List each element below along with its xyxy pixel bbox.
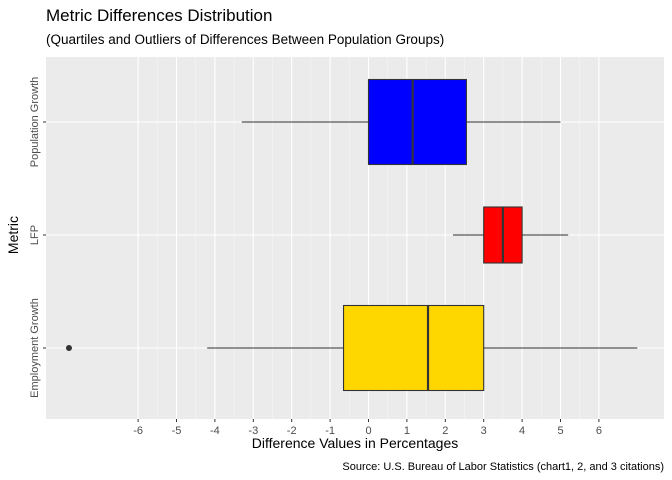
x-tick-label: 3 — [481, 425, 487, 437]
y-tick-label: Employment Growth — [29, 298, 41, 398]
x-tick-label: 5 — [557, 425, 563, 437]
y-axis-title: Metric — [5, 216, 21, 254]
x-tick-label: -5 — [172, 425, 182, 437]
x-tick-label: -6 — [133, 425, 143, 437]
boxplot-lfp — [452, 206, 569, 264]
x-tick-label: 6 — [596, 425, 602, 437]
x-tick-label: -4 — [210, 425, 220, 437]
box — [367, 78, 467, 166]
x-axis: -6 -5 -4 -3 -2 -1 0 1 2 3 4 5 6 — [133, 419, 602, 437]
boxplot-population-growth — [241, 78, 561, 166]
x-axis-title: Difference Values in Percentages — [252, 435, 459, 451]
y-tick-label: Population Growth — [29, 77, 41, 168]
chart-caption: Source: U.S. Bureau of Labor Statistics … — [342, 461, 664, 473]
x-tick-label: 2 — [442, 425, 448, 437]
x-tick-label: 1 — [404, 425, 410, 437]
x-tick-label: 0 — [365, 425, 371, 437]
x-tick-label: -2 — [287, 425, 297, 437]
box — [342, 304, 485, 392]
x-tick-label: -1 — [325, 425, 335, 437]
x-tick-label: 4 — [519, 425, 525, 437]
x-tick-label: -3 — [248, 425, 258, 437]
y-axis: Population Growth LFP Employment Growth — [29, 77, 46, 398]
boxplots — [65, 78, 638, 392]
outlier-point — [65, 345, 72, 351]
chart-subtitle: (Quartiles and Outliers of Differences B… — [46, 32, 444, 47]
chart-title: Metric Differences Distribution — [46, 6, 272, 25]
y-tick-label: LFP — [29, 225, 41, 245]
boxplot-employment-growth — [65, 304, 638, 392]
